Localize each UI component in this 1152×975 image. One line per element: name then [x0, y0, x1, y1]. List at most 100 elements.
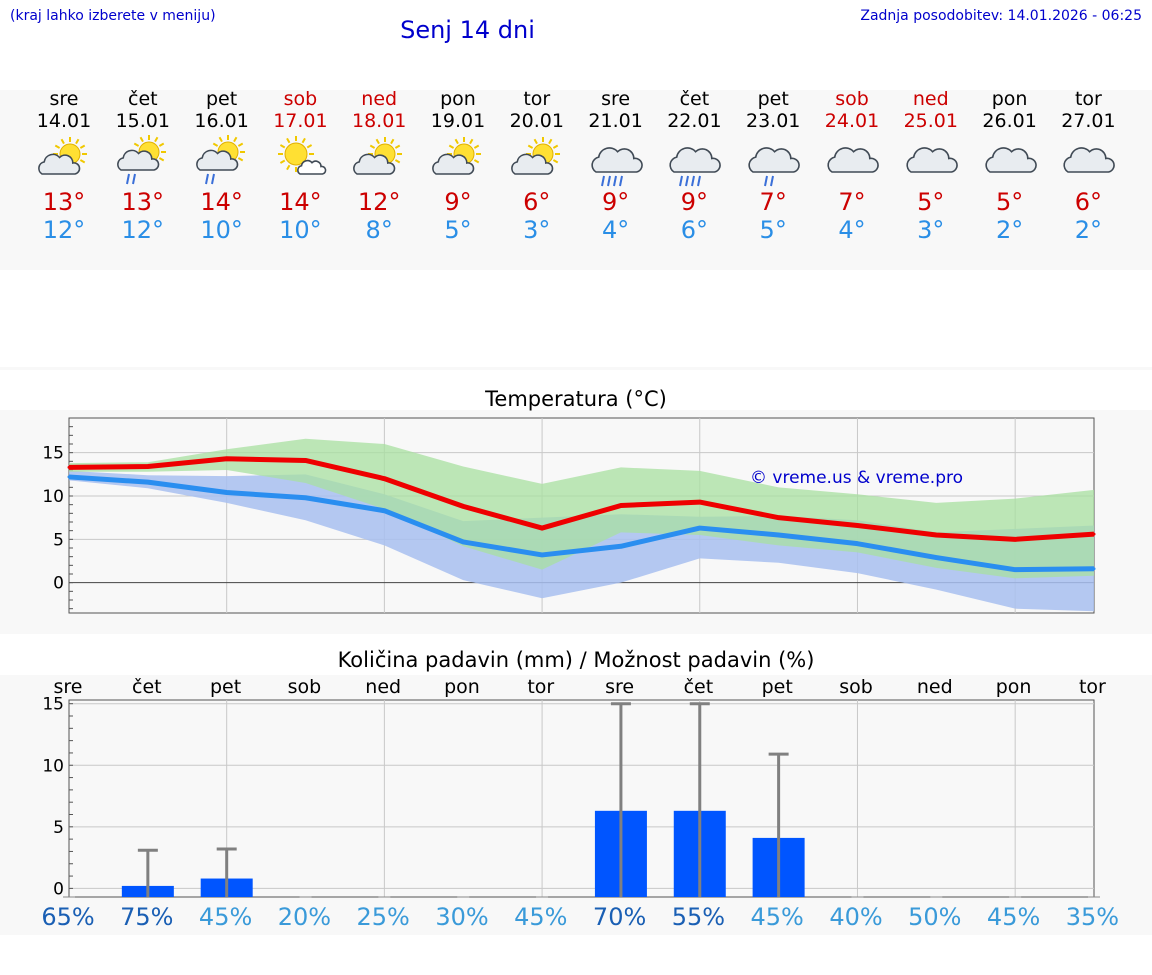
day-date: 19.01	[430, 110, 486, 132]
max-temp: 13°	[42, 188, 86, 216]
max-temp: 14°	[200, 188, 243, 216]
cloudy-icon	[1063, 147, 1116, 173]
cloudy-icon	[906, 147, 958, 173]
day-column: tor 27.01 6° 2°	[1049, 88, 1127, 244]
cloudy-icon	[984, 147, 1037, 173]
min-temp-point	[540, 553, 544, 557]
precip-day-label: sre	[605, 676, 635, 698]
day-name: sob	[283, 88, 318, 110]
max-temp: 13°	[121, 188, 165, 216]
day-date: 14.01	[36, 110, 92, 132]
precip-probability: 45%	[514, 903, 568, 931]
day-column: ned 18.01 12° 8°	[340, 88, 418, 244]
min-temp-point	[67, 475, 71, 479]
min-temp-line	[68, 474, 1095, 573]
precip-y-tick-label: 15	[42, 695, 64, 715]
precip-day-label: čet	[683, 676, 714, 698]
min-temp-point	[461, 540, 465, 544]
min-temp-point	[382, 509, 386, 513]
max-temp: 7°	[759, 188, 787, 216]
max-temp-line	[68, 456, 1095, 542]
precip-day-label: pet	[209, 676, 242, 698]
max-temp-point	[698, 500, 702, 504]
min-temp-point	[855, 542, 859, 546]
day-column: čet 22.01 9° 6°	[655, 88, 733, 244]
precip-probability: 40%	[829, 903, 883, 931]
precip-probability: 25%	[356, 903, 410, 931]
max-temp-point	[540, 526, 544, 530]
y-tick-label: 15	[42, 444, 64, 464]
precip-day-label: ned	[916, 676, 953, 698]
precip-day-label: ned	[365, 676, 402, 698]
precip-day-label: tor	[527, 676, 555, 698]
precip-probability: 45%	[750, 903, 804, 931]
precip-probability: 30%	[435, 903, 489, 931]
day-date: 25.01	[903, 110, 958, 132]
day-column: pon 19.01 9° 5°	[419, 88, 497, 244]
min-temp: 4°	[601, 216, 630, 244]
min-temp-point	[698, 526, 702, 530]
precip-probability: 35%	[1065, 903, 1120, 931]
sun-cloud-rain-icon	[195, 135, 245, 185]
day-name: čet	[128, 88, 158, 110]
precip-y-tick-label: 5	[53, 818, 64, 838]
max-temp-point	[146, 465, 150, 469]
precip-day-label: pon	[995, 676, 1032, 698]
precip-probability: 55%	[671, 903, 726, 931]
sun-small-cloud-icon	[278, 136, 327, 175]
y-tick-label: 5	[53, 530, 64, 550]
max-temp-point	[1013, 537, 1017, 541]
max-temp-point	[67, 465, 71, 469]
day-name: ned	[912, 88, 949, 110]
min-temp: 3°	[917, 216, 945, 244]
max-temp-point	[934, 533, 938, 537]
max-temp-point	[855, 523, 859, 527]
precipitation-chart-title: Količina padavin (mm) / Možnost padavin …	[337, 648, 815, 672]
precip-y-tick-label: 0	[53, 879, 64, 899]
cloud-heavy-rain-icon	[590, 147, 643, 187]
credit-text[interactable]: © vreme.us & vreme.pro	[750, 468, 964, 488]
y-tick-label: 10	[42, 487, 64, 507]
max-temp: 6°	[1074, 188, 1103, 216]
min-temp-point	[1092, 567, 1096, 571]
day-name: čet	[679, 88, 710, 110]
min-temp-point	[146, 480, 150, 484]
max-temp: 5°	[917, 188, 945, 216]
day-name: pon	[991, 88, 1028, 110]
y-tick-label: 0	[53, 574, 64, 594]
max-temp-point	[382, 477, 386, 481]
precip-day-label: sre	[53, 676, 83, 698]
min-temp: 12°	[121, 216, 165, 244]
day-date: 15.01	[115, 110, 170, 132]
min-temp-point	[225, 491, 229, 495]
precip-probability: 20%	[277, 903, 332, 931]
min-temp: 8°	[365, 216, 393, 244]
location-hint[interactable]: (kraj lahko izberete v meniju)	[10, 8, 216, 24]
day-name: pon	[440, 88, 476, 110]
precip-day-label: tor	[1078, 676, 1106, 698]
day-date: 23.01	[745, 110, 801, 132]
min-temp: 5°	[444, 216, 472, 244]
day-date: 17.01	[273, 110, 328, 132]
day-name: sre	[601, 88, 631, 110]
min-temp-point	[777, 533, 781, 537]
max-temp: 5°	[995, 188, 1024, 216]
max-temp: 14°	[279, 188, 322, 216]
day-column: pet 23.01 7° 5°	[734, 88, 812, 244]
max-temp-point	[777, 516, 781, 520]
day-column: sre 21.01 9° 4°	[577, 88, 655, 244]
day-date: 27.01	[1061, 110, 1116, 132]
sun-cloud-rain-icon	[116, 135, 166, 185]
max-temp: 9°	[601, 188, 630, 216]
cloud-rain-icon	[748, 147, 800, 187]
day-column: pet 16.01 14° 10°	[183, 88, 261, 244]
precip-probability: 50%	[908, 903, 962, 931]
min-temp-point	[619, 544, 623, 548]
max-temp-point	[461, 504, 465, 508]
min-temp: 6°	[680, 216, 709, 244]
precip-day-label: sob	[839, 676, 873, 698]
day-date: 24.01	[824, 110, 880, 132]
forecast-strip	[0, 90, 1152, 270]
precip-y-tick-label: 10	[42, 756, 64, 776]
